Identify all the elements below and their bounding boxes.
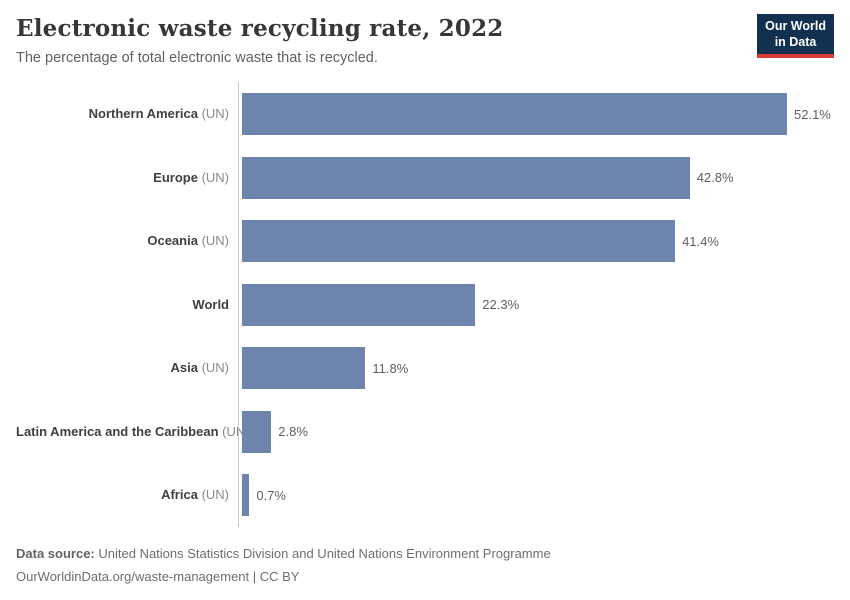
category-name: Oceania <box>147 233 198 249</box>
category-name: Europe <box>153 169 198 185</box>
data-source-label: Data source: <box>16 545 95 561</box>
category-suffix: (UN) <box>197 169 229 185</box>
category-name: Asia <box>170 360 198 376</box>
page-subtitle: The percentage of total electronic waste… <box>16 49 378 66</box>
value-label: 52.1% <box>794 106 831 122</box>
category-suffix: (UN) <box>197 360 229 376</box>
bar-track: 52.1% <box>238 82 834 146</box>
category-label: Asia (UN) <box>16 360 238 376</box>
category-suffix: (UN) <box>197 487 229 503</box>
bar-row: Oceania (UN) 41.4% <box>16 209 834 273</box>
value-label: 22.3% <box>482 297 520 313</box>
bar[interactable] <box>242 220 676 263</box>
chart-footer: Data source: United Nations Statistics D… <box>16 542 834 589</box>
attribution-line[interactable]: OurWorldinData.org/waste-management | CC… <box>16 569 300 585</box>
y-axis-line <box>238 82 239 527</box>
bar[interactable] <box>242 474 250 517</box>
chart-header: Electronic waste recycling rate, 2022 Th… <box>16 14 834 68</box>
bar-row: World 22.3% <box>16 273 834 337</box>
category-label: Latin America and the Caribbean (UN) <box>16 423 250 440</box>
data-source-text: United Nations Statistics Division and U… <box>98 545 551 561</box>
category-label: Europe (UN) <box>16 170 238 186</box>
category-label: Africa (UN) <box>16 487 238 503</box>
bar-row: Asia (UN) 11.8% <box>16 336 834 400</box>
bar-track: 11.8% <box>238 336 834 400</box>
category-label: World <box>16 297 238 313</box>
category-suffix: (UN) <box>197 106 229 122</box>
category-suffix: (UN) <box>197 233 229 249</box>
bar-row: Africa (UN) 0.7% <box>16 463 834 527</box>
bar-track: 41.4% <box>238 209 834 273</box>
owid-logo[interactable]: Our World in Data <box>757 14 834 58</box>
value-label: 41.4% <box>682 233 719 249</box>
bar-rows: Northern America (UN) 52.1% Europe (UN) 42.… <box>16 82 834 527</box>
owid-logo-line1: Our World <box>765 19 826 33</box>
bar-row: Latin America and the Caribbean (UN) 2.8% <box>16 400 834 464</box>
bar-track: 2.8% <box>238 400 834 464</box>
value-label: 11.8% <box>372 360 409 376</box>
bar-chart: Northern America (UN) 52.1% Europe (UN) 42.… <box>16 82 834 527</box>
category-name: Africa <box>161 487 198 503</box>
value-label: 2.8% <box>278 424 308 440</box>
owid-logo-line2: in Data <box>774 35 817 50</box>
bar-track: 0.7% <box>238 463 834 527</box>
bar-track: 22.3% <box>238 273 834 337</box>
category-label: Oceania (UN) <box>16 233 238 249</box>
bar[interactable] <box>242 283 476 326</box>
category-name: Latin America and the Caribbean <box>16 423 219 439</box>
category-name: World <box>192 296 229 312</box>
page-title: Electronic waste recycling rate, 2022 <box>16 15 504 42</box>
bar-row: Northern America (UN) 52.1% <box>16 82 834 146</box>
bar[interactable] <box>242 410 272 453</box>
value-label: 0.7% <box>256 487 286 503</box>
value-label: 42.8% <box>696 170 734 186</box>
data-source-line: Data source: United Nations Statistics D… <box>16 542 834 565</box>
bar[interactable] <box>242 93 787 136</box>
bar-row: Europe (UN) 42.8% <box>16 146 834 210</box>
category-name: Northern America <box>88 106 198 122</box>
bar[interactable] <box>242 347 366 390</box>
bar-track: 42.8% <box>238 146 834 210</box>
bar[interactable] <box>242 156 690 199</box>
category-label: Northern America (UN) <box>16 106 238 122</box>
